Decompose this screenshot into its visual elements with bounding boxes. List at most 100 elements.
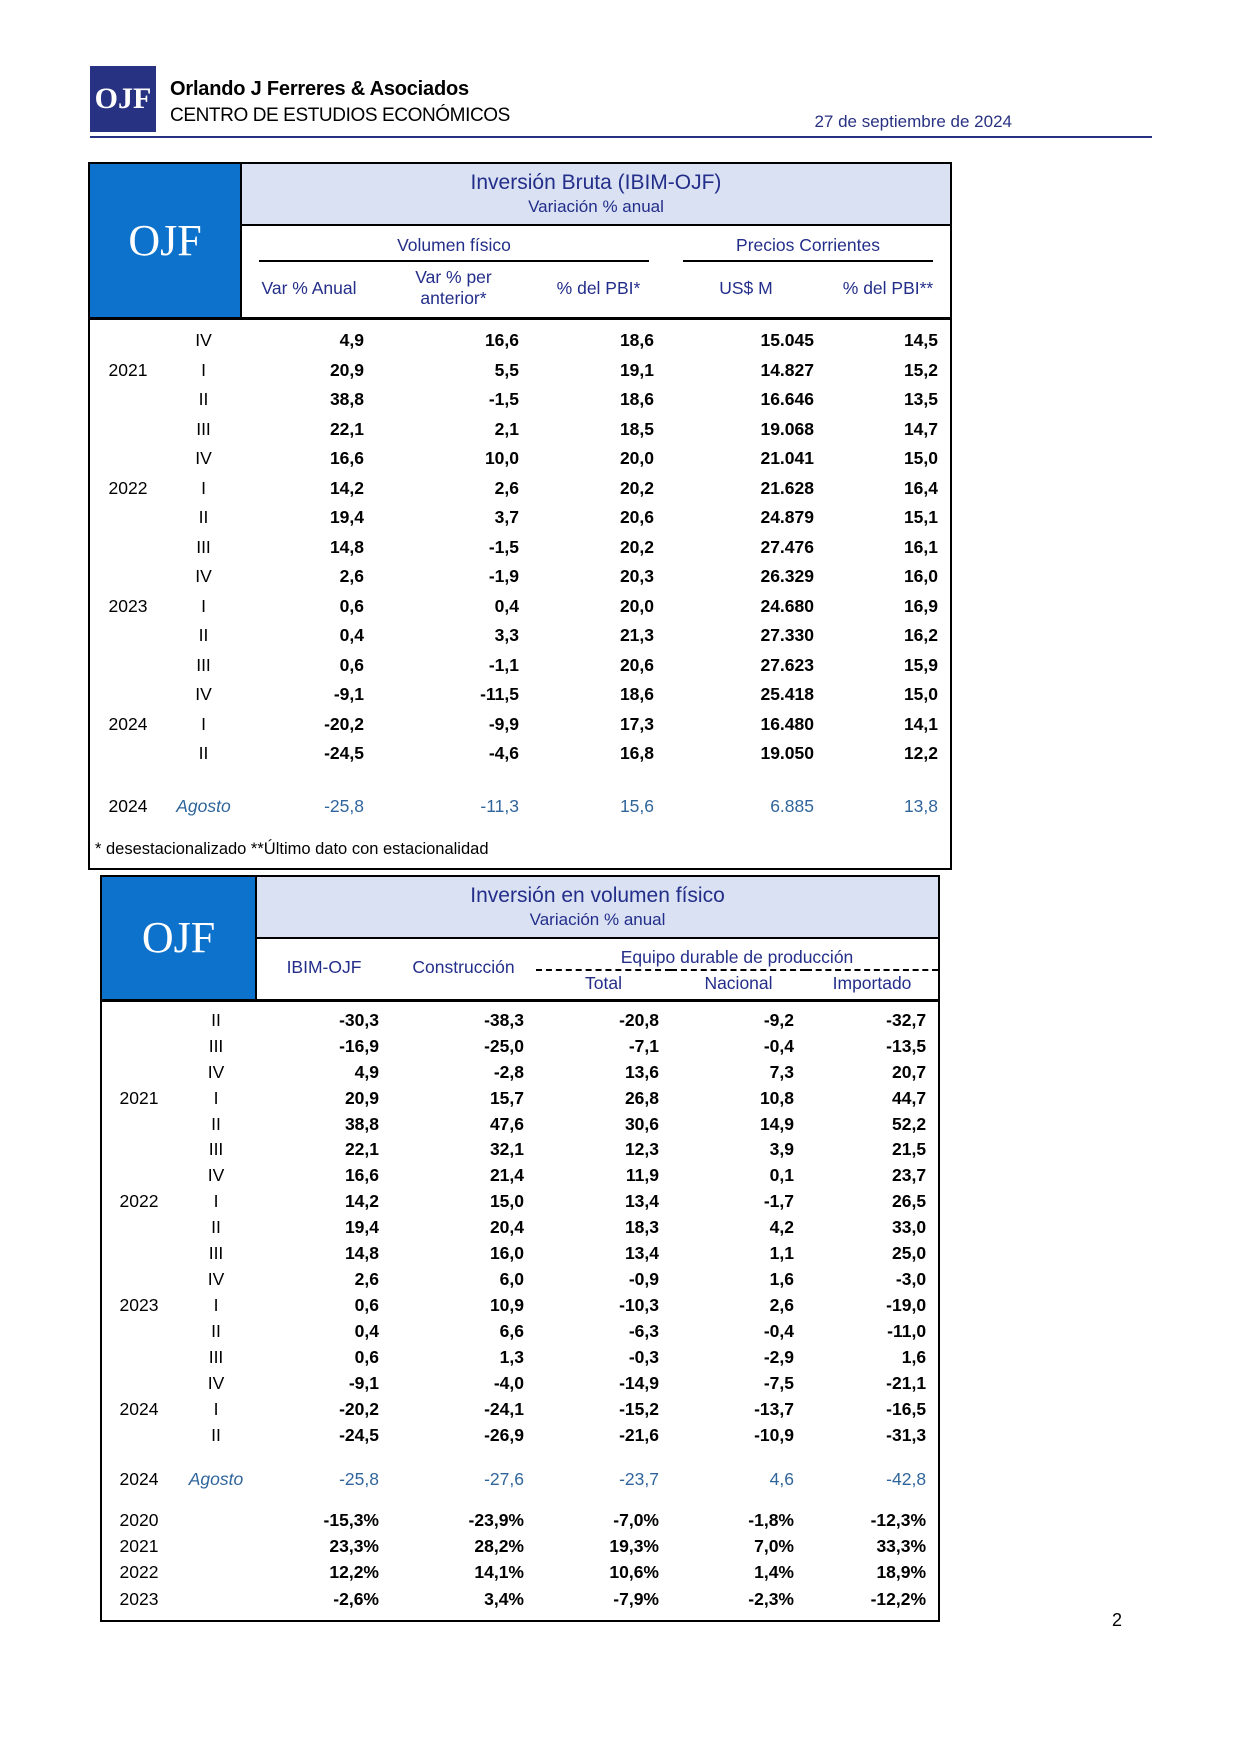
value-cell: 27.623 [760,654,814,675]
value-cell: 21.041 [760,448,814,469]
value-cell: -6,3 [628,1321,659,1342]
value-cell: -7,9% [613,1588,659,1609]
value-cell: 16,2 [903,625,938,646]
year-cell: 2024 [119,1398,159,1419]
value-cell: 21,4 [489,1165,524,1186]
table-row: III 22,1 2,1 18,5 19.068 14,7 [89,414,951,444]
value-cell: -10,3 [619,1295,659,1316]
value-cell: 1,4% [754,1562,794,1583]
company-subtitle: CENTRO DE ESTUDIOS ECONÓMICOS [170,105,510,126]
value-cell: 16,6 [344,1165,379,1186]
value-cell: 3,9 [769,1139,794,1160]
table-row: IV 4,9 16,6 18,6 15.045 14,5 [89,319,951,356]
value-cell: 27.330 [760,625,814,646]
value-cell: -2,6% [333,1588,379,1609]
colhead-var-per-anterior: Var % per anterior* [376,263,531,320]
value-cell: -4,6 [488,743,519,764]
value-cell: -19,0 [886,1295,927,1316]
quarter-cell: II [211,1113,221,1134]
value-cell: 26,5 [892,1191,927,1212]
value-cell: 3,3 [494,625,519,646]
value-cell: -20,2 [324,713,364,734]
value-cell: 16,9 [903,595,938,616]
value-cell: 18,6 [619,330,654,350]
value-cell: 52,2 [892,1113,927,1134]
value-cell: 28,2% [474,1536,524,1556]
value-cell: -0,9 [628,1269,659,1290]
value-cell: 14,9 [759,1113,794,1134]
table-row: IV 16,6 10,0 20,0 21.041 15,0 [89,444,951,474]
colhead-var-anual: Var % Anual [241,263,376,320]
table-row: III 0,6 -1,1 20,6 27.623 15,9 [89,650,951,680]
value-cell: 13,4 [624,1243,659,1264]
table-row: II 0,4 3,3 21,3 27.330 16,2 [89,621,951,651]
value-cell: 6,0 [499,1269,524,1290]
value-cell: -24,5 [339,1424,379,1445]
value-cell: 10,0 [484,448,519,469]
value-cell: 25.418 [760,684,814,705]
value-cell: 16,8 [619,743,654,764]
year-cell: 2023 [119,1588,159,1609]
value-cell: 25,0 [892,1243,927,1264]
page-number: 2 [1112,1610,1123,1630]
value-cell: 24.680 [760,595,814,616]
table-logo-text: OJF [141,913,216,963]
table-row: IV 16,6 21,4 11,9 0,1 23,7 [101,1163,939,1189]
value-cell: 11,9 [625,1165,659,1186]
value-cell: -26,9 [484,1424,524,1445]
year-cell [89,650,166,680]
value-cell: 13,8 [903,795,938,816]
value-cell: 14,5 [903,330,938,350]
value-cell: 0,6 [354,1295,379,1316]
table-row: III 22,1 32,1 12,3 3,9 21,5 [101,1137,939,1163]
year-cell [101,1059,176,1085]
value-cell: -12,2% [870,1588,927,1609]
year-cell: 2021 [108,359,148,380]
value-cell: 12,2 [903,743,938,764]
value-cell: -15,2 [619,1398,659,1419]
value-cell: -12,3% [870,1509,927,1530]
year-cell [101,1163,176,1189]
year-cell [101,1422,176,1448]
year-cell [101,1215,176,1241]
value-cell: -0,3 [628,1346,659,1367]
value-cell: -7,1 [628,1035,659,1056]
value-cell: 19,4 [344,1217,379,1238]
table-logo: OJF [89,163,242,320]
quarter-cell: II [211,1009,221,1030]
value-cell: -2,9 [763,1346,794,1367]
value-cell: 1,3 [499,1346,524,1367]
table-row: 2022 12,2% 14,1% 10,6% 1,4% 18,9% [101,1560,939,1586]
value-cell: 0,4 [354,1321,379,1342]
brand-block: Orlando J Ferreres & Asociados CENTRO DE… [170,66,814,127]
quarter-cell: IV [195,684,212,705]
value-cell: 24.879 [760,507,814,528]
table-row: IV 2,6 6,0 -0,9 1,6 -3,0 [101,1267,939,1293]
value-cell: 17,3 [619,713,654,734]
value-cell: 2,1 [494,418,519,439]
value-cell: 18,5 [619,418,654,439]
value-cell: 33,0 [892,1217,927,1238]
value-cell: 15,0 [903,448,938,469]
value-cell: 6.885 [770,795,814,816]
quarter-cell: IV [195,330,212,350]
value-cell: -0,4 [763,1321,794,1342]
value-cell: 18,6 [619,389,654,410]
value-cell: 16.646 [760,389,814,410]
inversion-volumen-table-body: II -30,3 -38,3 -20,8 -9,2 -32,7 III -16,9 -25,0-… [101,1000,939,1621]
value-cell: -25,8 [339,1469,379,1490]
colhead-total: Total [536,969,671,1002]
table-row: III 14,8 -1,5 20,2 27.476 16,1 [89,532,951,562]
company-logo: OJF [90,66,156,132]
year-cell [89,444,166,474]
value-cell: 2,6 [494,477,519,498]
value-cell: 21,3 [619,625,654,646]
value-cell: 4,2 [769,1217,794,1238]
value-cell: 22,1 [329,418,364,439]
quarter-cell: IV [195,448,212,469]
year-cell [101,1033,176,1059]
value-cell: 30,6 [624,1113,659,1134]
table-row: III 14,8 16,0 13,4 1,1 25,0 [101,1241,939,1267]
value-cell: -7,5 [763,1372,794,1393]
value-cell: 4,9 [354,1061,379,1082]
